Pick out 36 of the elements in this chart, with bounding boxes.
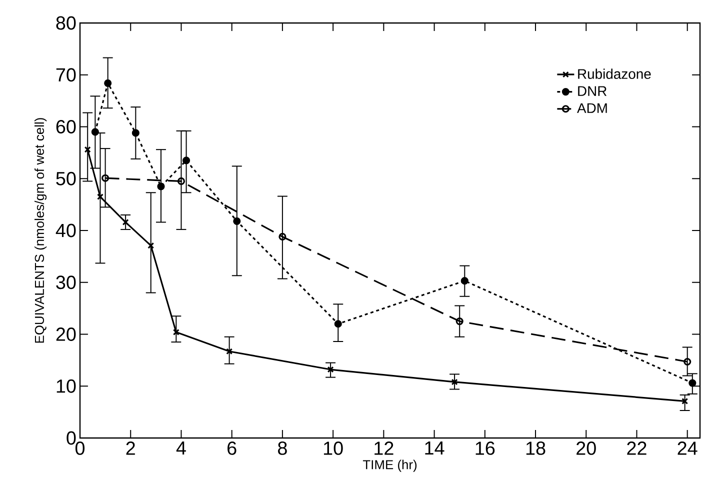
- legend-label: ADM: [577, 103, 607, 113]
- point: [157, 182, 165, 190]
- x-tick-label: 18: [526, 442, 546, 455]
- x-tick-label: 12: [374, 442, 394, 455]
- y-tick-label: 70: [56, 68, 76, 82]
- point: [334, 320, 342, 328]
- legend-label: Rubidazone: [578, 68, 651, 79]
- x-axis-title: TIME (hr): [362, 460, 417, 472]
- y-tick-label: 80: [56, 16, 76, 30]
- x-tick-label: 24: [678, 442, 698, 455]
- x-tick-label: 10: [324, 442, 343, 455]
- x-tick-label: 0: [75, 442, 85, 455]
- point: [182, 156, 190, 164]
- point: [688, 379, 696, 387]
- y-tick-label: 20: [56, 328, 76, 341]
- y-tick-label: 0: [66, 431, 76, 445]
- x-tick-label: 6: [228, 442, 236, 455]
- y-axis-title: EQUIVALENTS (nmoles/gm of wet cell): [34, 118, 47, 343]
- point: [132, 129, 140, 137]
- x-tick-label: 8: [278, 442, 287, 455]
- y-tick-label: 50: [56, 172, 76, 186]
- x-tick-label: 16: [476, 442, 495, 455]
- x-tick-label: 22: [627, 442, 646, 455]
- point: [104, 79, 112, 87]
- y-tick-label: 40: [56, 224, 76, 238]
- point: [460, 277, 468, 285]
- y-tick-label: 60: [56, 120, 76, 134]
- point: [91, 128, 99, 136]
- y-tick-label: 30: [56, 276, 76, 290]
- x-tick-label: 4: [176, 442, 186, 455]
- x-tick-label: 20: [576, 442, 596, 455]
- x-tick-label: 14: [425, 442, 444, 455]
- x-tick-label: 2: [126, 442, 135, 455]
- legend-label: DNR: [578, 86, 607, 96]
- y-tick-label: 10: [56, 379, 76, 393]
- point: [233, 217, 241, 225]
